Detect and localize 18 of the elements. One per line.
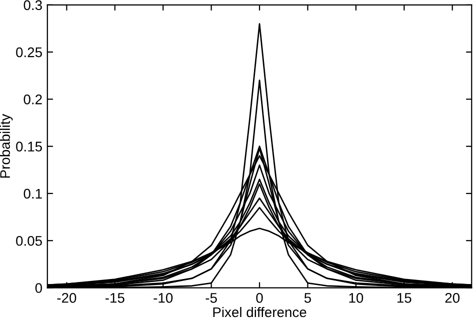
- y-tick-label: 0.1: [24, 188, 42, 199]
- x-tick-label: -10: [154, 292, 173, 303]
- y-tick-label: 0: [35, 283, 42, 293]
- x-tick-label: -5: [206, 293, 217, 303]
- y-tick-label: 0.3: [24, 0, 42, 10]
- x-tick-label: -15: [105, 293, 124, 303]
- y-tick-label: 0.15: [16, 142, 42, 152]
- y-tick-label: 0.25: [16, 47, 42, 58]
- x-tick-label: -20: [57, 292, 76, 303]
- y-tick-label: 0.05: [16, 236, 42, 246]
- x-tick-label: 20: [445, 292, 460, 303]
- x-axis-title: Pixel difference: [213, 306, 306, 318]
- x-tick-label: 15: [397, 293, 412, 303]
- y-tick-label: 0.2: [24, 94, 42, 104]
- x-tick-label: 0: [256, 292, 263, 303]
- x-tick-label: 10: [349, 292, 364, 303]
- y-axis-title: Probability: [0, 114, 13, 178]
- x-tick-label: 5: [304, 293, 312, 303]
